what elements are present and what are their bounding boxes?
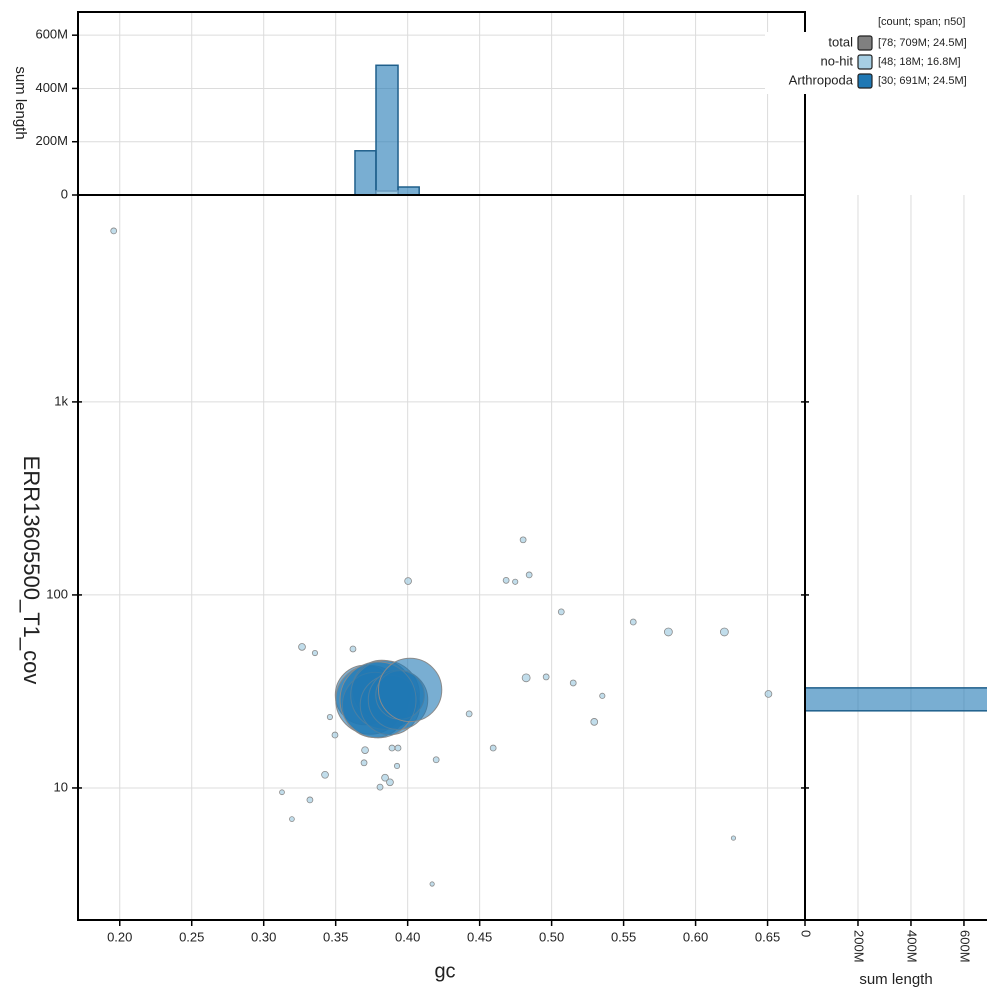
- point: [590, 718, 599, 726]
- y-tick-label: 10: [54, 779, 68, 794]
- point: [629, 618, 637, 626]
- legend: [count; span; n50] total [78; 709M; 24.5M…: [765, 16, 990, 94]
- x-axis-label: gc: [434, 960, 455, 982]
- y-tick-label: 100: [46, 586, 68, 601]
- x-tick-label: 0.20: [107, 929, 132, 944]
- x-tick-label: 0.65: [755, 929, 780, 944]
- point: [376, 783, 384, 791]
- point: [361, 746, 369, 754]
- legend-swatch: [857, 54, 873, 70]
- point: [525, 571, 533, 579]
- y-tick-label: 600M: [35, 27, 68, 42]
- top-hist-y-label: sum length: [12, 66, 29, 139]
- legend-swatch: [857, 73, 873, 89]
- legend-label: no-hit: [820, 53, 853, 68]
- marks: [110, 64, 987, 887]
- point: [663, 627, 673, 637]
- legend-label: Arthropoda: [789, 72, 854, 87]
- point: [465, 710, 473, 718]
- x-tick-label: 0.25: [179, 929, 204, 944]
- point: [519, 536, 527, 544]
- point: [289, 816, 295, 822]
- legend-stats: [30; 691M; 24.5M]: [878, 75, 967, 87]
- x-tick-label: 0: [799, 930, 814, 937]
- point: [279, 789, 285, 796]
- point: [377, 657, 443, 723]
- x-tick-label: 0.60: [683, 929, 708, 944]
- point: [393, 762, 401, 770]
- point: [521, 673, 531, 683]
- point: [360, 759, 368, 767]
- point: [764, 690, 773, 698]
- point: [432, 756, 440, 764]
- point: [502, 576, 510, 584]
- x-tick-label: 600M: [958, 930, 973, 963]
- point: [429, 881, 435, 887]
- y-tick-label: 0: [61, 186, 68, 201]
- point: [298, 643, 306, 651]
- top-frame: [77, 11, 806, 195]
- point: [331, 731, 339, 739]
- point: [311, 649, 319, 657]
- point: [730, 835, 737, 841]
- point: [349, 645, 357, 653]
- grid: [78, 12, 965, 920]
- point: [394, 744, 402, 752]
- right-histogram: [805, 687, 987, 712]
- point: [110, 227, 118, 235]
- point: [321, 770, 329, 779]
- x-tick-label: 0.30: [251, 929, 276, 944]
- scatter-points: [110, 227, 773, 887]
- x-tick-label: 0.40: [395, 929, 420, 944]
- right-frame: [804, 195, 987, 921]
- x-tick-label: 0.45: [467, 929, 492, 944]
- point: [381, 773, 389, 782]
- x-tick-label: 200M: [852, 930, 867, 963]
- legend-title: [count; span; n50]: [878, 16, 965, 28]
- x-tick-label: 0.35: [323, 929, 348, 944]
- point: [388, 744, 396, 752]
- top-histogram: [354, 64, 420, 195]
- x-tick-label: 0.50: [539, 929, 564, 944]
- point: [326, 713, 333, 721]
- hist-bar: [805, 687, 987, 712]
- y-tick-label: 200M: [35, 133, 68, 148]
- point: [306, 796, 314, 804]
- y-axis-label: ERR13605500_T1_cov: [19, 456, 44, 685]
- x-tick-label: 400M: [905, 930, 920, 963]
- legend-swatch: [857, 35, 873, 51]
- right-hist-x-label: sum length: [859, 971, 932, 988]
- y-tick-label: 1k: [54, 393, 68, 408]
- point: [557, 608, 565, 616]
- point: [404, 577, 412, 585]
- point: [386, 778, 394, 787]
- point: [512, 578, 519, 585]
- hist-bar: [354, 150, 377, 195]
- axes: 0.20 0.25 0.30 0.35 0.40 0.45 0.50 0.55 0.60 0.65…: [35, 11, 987, 963]
- point: [719, 627, 729, 637]
- point: [599, 692, 606, 699]
- legend-label: total: [828, 34, 853, 49]
- legend-stats: [48; 18M; 16.8M]: [878, 56, 961, 68]
- point: [542, 673, 550, 681]
- x-tick-label: 0.55: [611, 929, 636, 944]
- y-tick-label: 400M: [35, 80, 68, 95]
- hist-bar: [397, 186, 420, 195]
- legend-stats: [78; 709M; 24.5M]: [878, 37, 967, 49]
- legend-background: [765, 32, 990, 94]
- point: [569, 679, 577, 687]
- point: [489, 744, 497, 752]
- hist-bar: [375, 64, 399, 195]
